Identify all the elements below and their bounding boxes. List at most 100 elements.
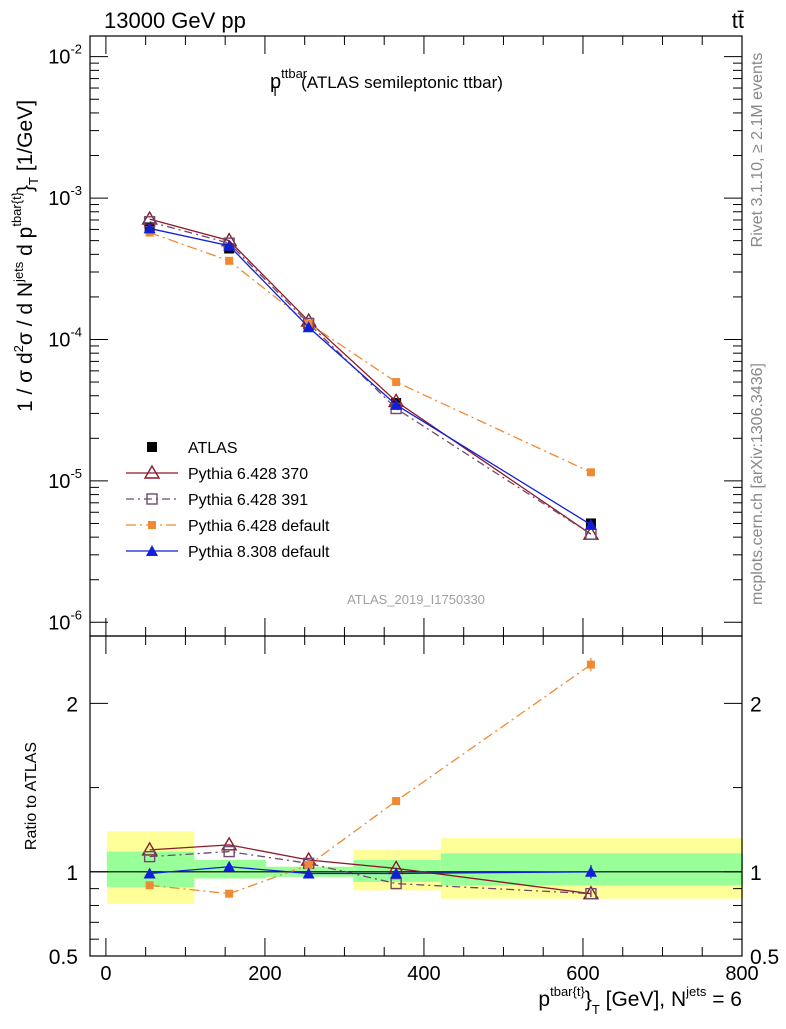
main-series bbox=[141, 210, 600, 540]
legend-marker bbox=[147, 442, 157, 452]
ratio-series-marker bbox=[304, 861, 313, 870]
main-ytick-labels: 10-610-510-410-310-2 bbox=[48, 42, 82, 635]
ratio-band-inner bbox=[106, 851, 195, 887]
main-title: pttbar T (ATLAS semileptonic ttbar) bbox=[270, 66, 503, 99]
main-title-rest: (ATLAS semileptonic ttbar) bbox=[301, 73, 503, 92]
main-series-marker bbox=[302, 321, 315, 333]
legend-marker bbox=[148, 521, 156, 529]
main-ylabel: 1 / σ d2σ / d Njets d ptbar{t}}T [1/GeV] bbox=[9, 100, 41, 412]
ratio-plot-frame bbox=[89, 635, 743, 957]
legend-label: Pythia 6.428 default bbox=[188, 518, 330, 535]
xtick-label: 600 bbox=[566, 963, 599, 985]
main-ytick-label: 10-5 bbox=[48, 466, 82, 493]
xlabel-part-a: p bbox=[538, 988, 550, 1011]
legend-marker bbox=[146, 493, 158, 505]
main-series-marker bbox=[392, 378, 401, 387]
main-ytick-label-exp: -4 bbox=[70, 324, 82, 339]
ratio-ytick-label-right: 1 bbox=[750, 862, 762, 885]
mcplots-label: mcplots.cern.ch [arXiv:1306.3436] bbox=[749, 363, 766, 605]
ratio-series-marker bbox=[223, 860, 236, 872]
legend-marker bbox=[143, 464, 161, 479]
xlabel-part-g: = 6 bbox=[706, 988, 742, 1011]
xlabel-part-c: } bbox=[585, 988, 592, 1011]
ratio-ytick-label-left: 0.5 bbox=[49, 946, 78, 969]
legend-label: Pythia 8.308 default bbox=[188, 544, 330, 561]
ratio-series-marker bbox=[145, 881, 154, 890]
main-ytick-label-base: 10 bbox=[48, 471, 70, 493]
xlabel-part-e: [GeV], N bbox=[600, 988, 686, 1011]
main-ytick-label-exp: -3 bbox=[70, 183, 82, 198]
ratio-ytick-labels: 0.5 0.5 1 1 2 2 bbox=[49, 693, 779, 969]
main-ytick-label: 10-4 bbox=[48, 324, 82, 351]
xtick-label: 800 bbox=[725, 963, 758, 985]
main-ytick-label-base: 10 bbox=[48, 188, 70, 210]
ratio-ytick-label-left: 2 bbox=[66, 693, 78, 716]
ylabel-part-i: [1/GeV] bbox=[14, 100, 37, 177]
ratio-ytick-label-right: 2 bbox=[750, 693, 762, 716]
ratio-series-marker bbox=[302, 867, 315, 879]
main-series-marker bbox=[390, 398, 403, 410]
ratio-series-marker bbox=[390, 877, 402, 890]
legend-marker bbox=[146, 545, 158, 556]
xtick-label: 400 bbox=[407, 963, 440, 985]
main-ytick-label-exp: -2 bbox=[70, 42, 82, 57]
main-ytick-label-exp: -6 bbox=[70, 607, 82, 622]
xlabel-part-f: jets bbox=[685, 984, 707, 999]
ratio-series-marker bbox=[392, 797, 401, 806]
legend: ATLAS Pythia 6.428 370 Pythia 6.428 391 Pyt… bbox=[126, 440, 330, 561]
ratio-series-marker bbox=[143, 867, 156, 879]
main-ytick-label: 10-3 bbox=[48, 183, 82, 210]
ratio-series-marker bbox=[220, 836, 238, 851]
main-series-line bbox=[149, 231, 592, 473]
main-ytick-label-base: 10 bbox=[48, 329, 70, 351]
main-series-marker bbox=[584, 518, 597, 530]
main-series-marker bbox=[225, 256, 234, 265]
main-ytick-label-exp: -5 bbox=[70, 466, 82, 481]
main-ytick-label: 10-2 bbox=[48, 42, 82, 69]
ratio-bands bbox=[90, 831, 743, 904]
ylabel-part-f: tbar{t} bbox=[9, 191, 24, 226]
ratio-series-marker bbox=[143, 850, 156, 863]
main-ylabel-text: 1 / σ d2σ / d Njets d ptbar{t}}T [1/GeV] bbox=[9, 100, 41, 412]
ratio-series-line bbox=[149, 844, 592, 895]
ratio-xlabel: ptbar{t}}T [GeV], Njets = 6 bbox=[538, 984, 742, 1017]
main-title-sub: T bbox=[271, 84, 279, 99]
ylabel-part-h: T bbox=[26, 177, 41, 185]
main-series-line bbox=[149, 218, 592, 535]
legend-label: Pythia 6.428 370 bbox=[188, 466, 308, 483]
ratio-series-marker bbox=[225, 889, 234, 898]
main-ytick-label-base: 10 bbox=[48, 612, 70, 634]
header-right: tt̄ bbox=[732, 8, 744, 33]
ratio-series-marker bbox=[390, 867, 403, 879]
ratio-series-marker bbox=[586, 660, 595, 669]
ratio-series-marker bbox=[585, 887, 597, 900]
rivet-label: Rivet 3.1.10, ≥ 2.1M events bbox=[749, 53, 766, 248]
ratio-series-marker bbox=[584, 865, 597, 877]
ylabel-part-g: } bbox=[14, 185, 37, 192]
main-series-marker bbox=[223, 239, 236, 251]
xtick-label: 200 bbox=[248, 963, 281, 985]
main-title-p: p bbox=[270, 71, 281, 93]
xtick-labels: 0 200 400 600 800 bbox=[100, 963, 758, 985]
ratio-ytick-label-right: 0.5 bbox=[750, 946, 779, 969]
ratio-series-marker bbox=[141, 841, 158, 856]
ratio-ylabel: Ratio to ATLAS bbox=[23, 742, 40, 850]
ylabel-part-d: jets bbox=[11, 261, 26, 283]
main-series-marker bbox=[586, 468, 595, 477]
legend-label: ATLAS bbox=[188, 440, 238, 457]
xtick-label: 0 bbox=[100, 963, 111, 985]
ylabel-part-e: d p bbox=[14, 227, 37, 262]
ratio-series bbox=[141, 657, 600, 900]
main-title-sup: ttbar bbox=[281, 66, 308, 81]
main-series-line bbox=[149, 221, 592, 535]
main-ytick-label: 10-6 bbox=[48, 607, 82, 634]
analysis-watermark: ATLAS_2019_I1750330 bbox=[347, 592, 485, 607]
legend-label: Pythia 6.428 391 bbox=[188, 492, 308, 509]
main-series-marker bbox=[143, 222, 156, 234]
ratio-ticks bbox=[90, 636, 743, 957]
xlabel-part-d: T bbox=[592, 1002, 600, 1017]
xlabel-part-b: tbar{t} bbox=[550, 984, 585, 999]
ylabel-part-a: 1 / σ d bbox=[14, 352, 37, 412]
